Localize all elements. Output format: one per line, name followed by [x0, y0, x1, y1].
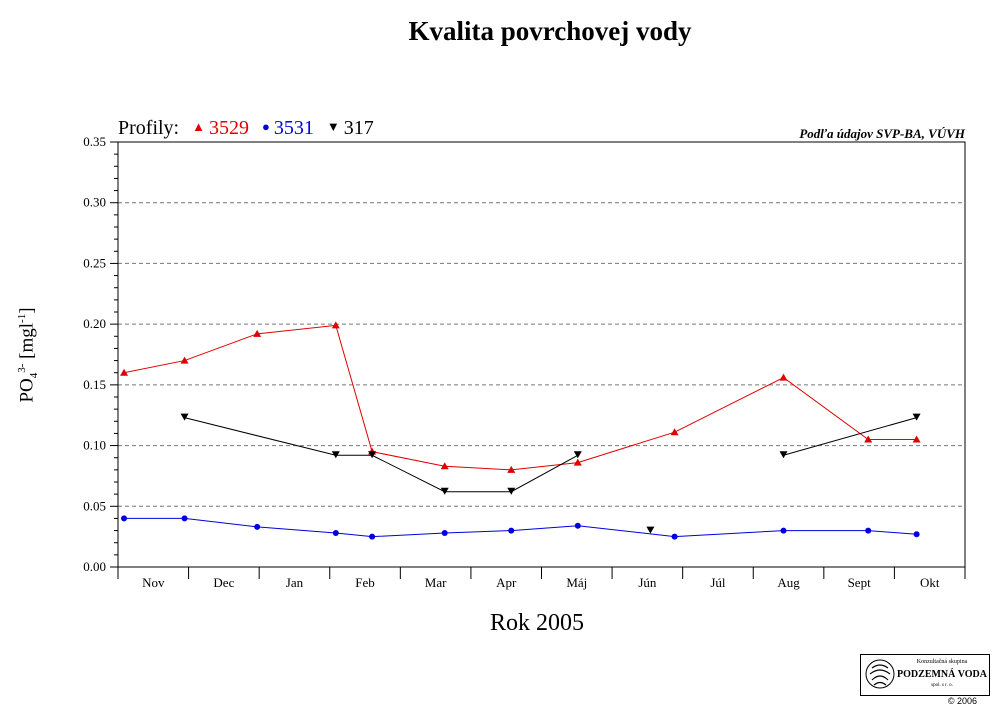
data-point — [573, 458, 582, 466]
data-point — [912, 435, 921, 443]
x-tick-label: Aug — [777, 575, 800, 590]
data-point — [440, 462, 449, 470]
legend: Profily: ▲ 3529 ● 3531 ▼ 317 — [118, 117, 374, 140]
triangle-down-icon: ▼ — [326, 119, 340, 134]
x-tick-label: Mar — [425, 575, 447, 590]
y-tick-label: 0.10 — [83, 438, 106, 453]
x-tick-label: Júl — [710, 575, 726, 590]
logo-text-3: spol. s r. o. — [931, 683, 953, 688]
data-point — [507, 465, 516, 473]
y-tick-label: 0.00 — [83, 559, 106, 574]
data-point — [864, 435, 873, 443]
data-point — [779, 451, 788, 459]
x-tick-label: Jan — [286, 575, 304, 590]
data-point — [180, 413, 189, 421]
x-tick-label: Sept — [848, 575, 872, 590]
company-logo: Konzultačná skupina PODZEMNÁ VODA spol. … — [860, 654, 990, 696]
data-point — [507, 487, 516, 495]
data-point — [574, 522, 581, 529]
data-point — [646, 526, 655, 534]
data-point — [331, 321, 340, 329]
data-point — [913, 531, 920, 538]
data-point — [573, 451, 582, 459]
logo-text-2: PODZEMNÁ VODA — [897, 669, 987, 680]
series-line — [123, 324, 917, 471]
data-point — [254, 523, 261, 530]
x-axis-label: Rok 2005 — [490, 610, 585, 636]
data-point — [779, 373, 788, 381]
data-point — [441, 530, 448, 536]
data-point — [671, 533, 678, 540]
series-line — [124, 517, 917, 538]
circle-icon: ● — [262, 119, 270, 134]
copyright: © 2006 — [947, 696, 977, 706]
triangle-up-icon: ▲ — [192, 119, 205, 134]
x-tick-label: Apr — [496, 575, 517, 590]
logo-text-1: Konzultačná skupina — [916, 659, 968, 665]
y-tick-label: 0.05 — [83, 498, 106, 513]
data-point — [440, 487, 449, 495]
x-tick-label: Feb — [355, 575, 375, 590]
data-point — [670, 428, 679, 436]
x-tick-label: Jún — [638, 575, 657, 590]
y-tick-label: 0.15 — [83, 377, 106, 392]
x-tick-label: Nov — [142, 575, 165, 590]
data-point — [780, 527, 787, 534]
chart-title: Kvalita povrchovej vody — [408, 16, 692, 46]
data-point — [121, 515, 128, 522]
y-tick-label: 0.20 — [83, 316, 106, 331]
data-point — [180, 356, 189, 364]
data-point — [332, 530, 339, 536]
x-tick-label: Dec — [213, 575, 234, 590]
source-note: Podľa údajov SVP-BA, VÚVH — [799, 126, 965, 141]
y-tick-label: 0.35 — [83, 134, 106, 149]
plot-frame — [117, 141, 966, 568]
series-line — [783, 417, 917, 456]
legend-title: Profily: — [118, 117, 180, 139]
logo-mark-icon — [865, 659, 895, 689]
data-point — [181, 515, 188, 522]
legend-entry-2: 3531 — [273, 117, 314, 139]
series-line — [184, 417, 579, 493]
x-tick-label: Máj — [566, 575, 587, 590]
x-tick-label: Okt — [920, 575, 940, 590]
legend-entry-3: 317 — [343, 117, 374, 139]
y-tick-label: 0.25 — [83, 255, 106, 270]
data-point — [508, 527, 515, 534]
y-axis-label: PO43- [mgl-1] — [15, 307, 41, 403]
data-point — [253, 329, 262, 337]
data-point — [369, 533, 376, 540]
data-point — [331, 451, 340, 459]
data-point — [120, 368, 129, 376]
data-point — [368, 451, 377, 459]
legend-entry-1: 3529 — [209, 117, 249, 139]
data-point — [865, 527, 872, 534]
y-tick-label: 0.30 — [83, 195, 106, 210]
data-point — [912, 413, 921, 421]
